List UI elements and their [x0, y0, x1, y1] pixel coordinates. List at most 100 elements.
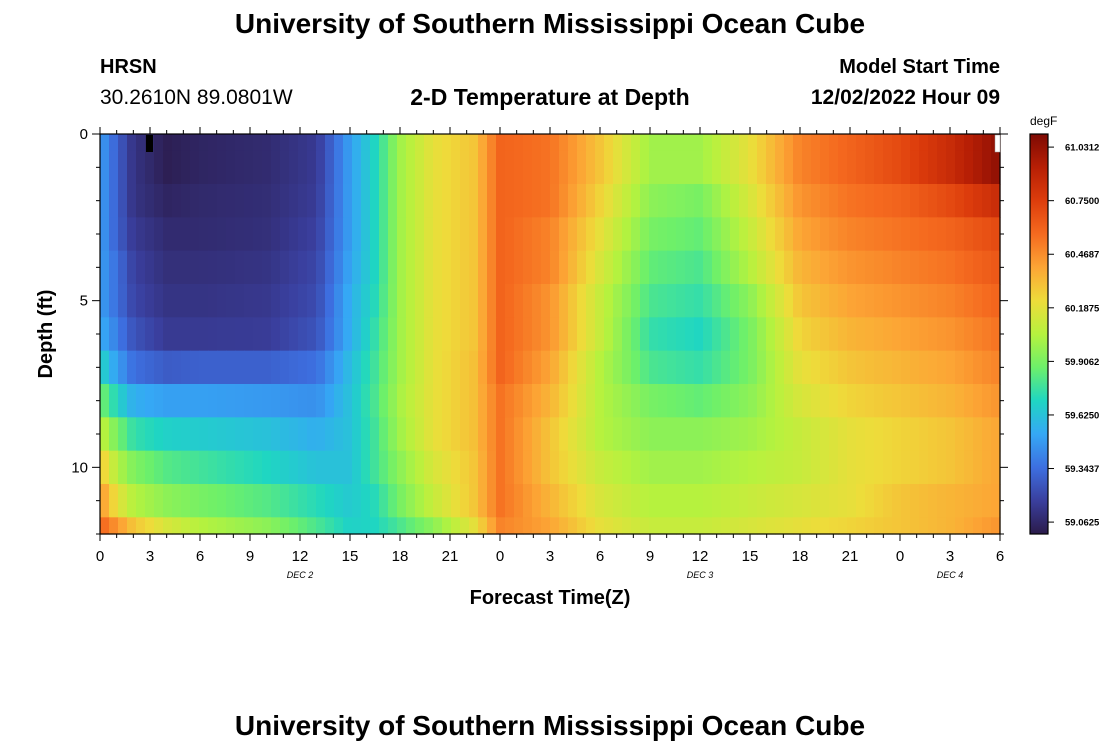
- colorbar-tick-label: 59.3437: [1065, 464, 1099, 475]
- heatmap-cell: [442, 484, 452, 518]
- heatmap-cell: [739, 450, 749, 485]
- heatmap-cell: [604, 184, 614, 218]
- heatmap-cell: [397, 450, 407, 485]
- heatmap-cell: [577, 417, 587, 452]
- heatmap-cell: [658, 350, 668, 385]
- heatmap-cell: [622, 250, 632, 285]
- heatmap-cell: [523, 317, 533, 352]
- heatmap-cell: [874, 350, 884, 385]
- heatmap-cell: [325, 150, 335, 185]
- heatmap-cell: [244, 150, 254, 185]
- heatmap-cell: [685, 150, 695, 185]
- heatmap-cell: [874, 517, 884, 535]
- heatmap-cell: [352, 217, 362, 252]
- heatmap-cell: [955, 250, 965, 285]
- heatmap-cell: [550, 517, 560, 535]
- heatmap-cell: [289, 417, 299, 452]
- station-name: HRSN: [100, 56, 157, 78]
- heatmap-cell: [982, 150, 992, 185]
- heatmap-cell: [649, 217, 659, 252]
- heatmap-cell: [604, 450, 614, 485]
- heatmap-cell: [226, 250, 236, 285]
- heatmap-cell: [937, 184, 947, 218]
- heatmap-cell: [271, 150, 281, 185]
- heatmap-cell: [640, 284, 650, 318]
- heatmap-cell: [415, 384, 425, 418]
- heatmap-cell: [343, 350, 353, 385]
- heatmap-cell: [406, 450, 416, 485]
- heatmap-cell: [595, 417, 605, 452]
- heatmap-cell: [991, 417, 1001, 452]
- heatmap-cell: [397, 517, 407, 535]
- x-tick-label: 9: [246, 548, 254, 565]
- heatmap-cell: [352, 317, 362, 352]
- heatmap-cell: [298, 517, 308, 535]
- heatmap-cell: [811, 484, 821, 518]
- heatmap-cell: [946, 384, 956, 418]
- heatmap-cell: [865, 417, 875, 452]
- heatmap-cell: [433, 384, 443, 418]
- heatmap-cell: [586, 450, 596, 485]
- heatmap-cell: [361, 417, 371, 452]
- heatmap-cell: [406, 350, 416, 385]
- heatmap-cell: [514, 150, 524, 185]
- heatmap-cell: [514, 184, 524, 218]
- heatmap-cell: [955, 150, 965, 185]
- heatmap-cell: [109, 350, 119, 385]
- heatmap-cell: [550, 417, 560, 452]
- heatmap-cell: [982, 450, 992, 485]
- heatmap-cell: [190, 350, 200, 385]
- heatmap-cell: [559, 450, 569, 485]
- colorbar-tick-label: 60.7500: [1065, 196, 1099, 207]
- heatmap-cell: [334, 417, 344, 452]
- heatmap-cell: [829, 317, 839, 352]
- heatmap-cell: [910, 484, 920, 518]
- heatmap-cell: [208, 417, 218, 452]
- heatmap-cell: [802, 150, 812, 185]
- heatmap-cell: [469, 150, 479, 185]
- heatmap-cell: [928, 134, 938, 152]
- y-tick-labels: 0 5 10: [71, 126, 88, 476]
- heatmap-cell: [838, 517, 848, 535]
- heatmap-cell: [262, 284, 272, 318]
- heatmap-cell: [451, 517, 461, 535]
- heatmap-cell: [172, 517, 182, 535]
- heatmap-cell: [109, 217, 119, 252]
- heatmap-cell: [937, 350, 947, 385]
- heatmap-cell: [595, 250, 605, 285]
- heatmap-cell: [235, 150, 245, 185]
- colorbar-tick-label: 59.0625: [1065, 518, 1100, 529]
- heatmap-cell: [244, 250, 254, 285]
- x-tick-label: 0: [896, 548, 904, 565]
- heatmap-cell: [748, 184, 758, 218]
- heatmap-cell: [262, 250, 272, 285]
- heatmap-cell: [442, 417, 452, 452]
- heatmap-cell: [100, 350, 110, 385]
- heatmap-cell: [370, 350, 380, 385]
- heatmap-cell: [622, 317, 632, 352]
- heatmap-cell: [496, 317, 506, 352]
- heatmap-cell: [271, 484, 281, 518]
- heatmap-cell: [208, 384, 218, 418]
- heatmap-cell: [478, 384, 488, 418]
- heatmap-cell: [730, 284, 740, 318]
- heatmap-cell: [424, 150, 434, 185]
- heatmap-cell: [307, 517, 317, 535]
- heatmap-cell: [370, 450, 380, 485]
- heatmap-cell: [658, 150, 668, 185]
- heatmap-cell: [901, 217, 911, 252]
- heatmap-cell: [739, 250, 749, 285]
- heatmap-cell: [955, 484, 965, 518]
- heatmap-cell: [676, 417, 686, 452]
- heatmap-cell: [676, 350, 686, 385]
- heatmap-cell: [469, 517, 479, 535]
- heatmap-cell: [865, 484, 875, 518]
- heatmap-cell: [703, 217, 713, 252]
- heatmap-cell: [829, 134, 839, 152]
- heatmap-cell: [694, 217, 704, 252]
- heatmap-cell: [829, 384, 839, 418]
- heatmap-cell: [127, 217, 137, 252]
- heatmap-cell: [136, 250, 146, 285]
- heatmap-cell: [568, 217, 578, 252]
- heatmap-cell: [973, 384, 983, 418]
